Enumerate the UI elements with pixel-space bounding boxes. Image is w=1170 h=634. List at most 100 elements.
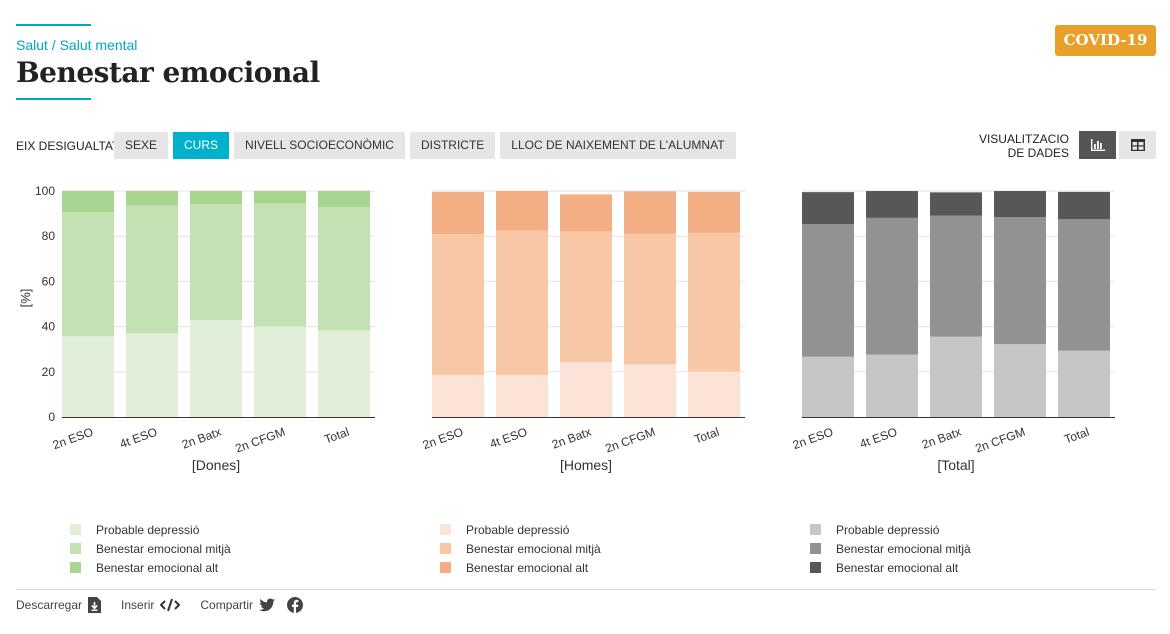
legend-swatch <box>70 524 81 535</box>
bar-segment <box>190 320 242 417</box>
legend-label: Benestar emocional mitjà <box>836 541 971 556</box>
covid-badge[interactable]: COVID-19 <box>1055 25 1156 56</box>
bar-segment <box>318 207 370 331</box>
bar-segment <box>1058 219 1110 351</box>
x-tick-label: Total <box>322 425 351 447</box>
bar-segment <box>866 354 918 417</box>
x-tick-label: 2n ESO <box>51 425 95 453</box>
bar-segment <box>190 191 242 205</box>
legend-item[interactable]: Benestar emocional mitjà <box>810 539 971 558</box>
filter-label: EIX DESIGUALTAT <box>16 139 120 153</box>
filter-sexe-button[interactable]: SEXE <box>114 132 169 159</box>
bar-segment <box>318 191 370 208</box>
y-tick-label: 0 <box>48 410 55 424</box>
bar-segment <box>994 191 1046 218</box>
bar-segment <box>432 191 484 235</box>
download-button[interactable]: Descarregar <box>16 597 102 613</box>
y-tick-label: 100 <box>35 184 55 198</box>
embed-label: Inserir <box>121 598 155 612</box>
legend-label: Benestar emocional mitjà <box>96 541 231 556</box>
legend-swatch <box>810 543 821 554</box>
legend-item[interactable]: Benestar emocional alt <box>70 558 231 577</box>
legend-item[interactable]: Probable depressió <box>440 520 601 539</box>
header-accent-line <box>16 24 91 26</box>
y-tick-label: 40 <box>42 320 56 334</box>
filter-lloc-naixement-button[interactable]: LLOC DE NAIXEMENT DE L'ALUMNAT <box>500 132 736 159</box>
legend-swatch <box>810 562 821 573</box>
x-axis-label: [Total] <box>937 457 974 473</box>
x-axis-label: [Dones] <box>192 457 240 473</box>
title-underline <box>16 98 91 100</box>
chart-panel-2: 2n ESO 4t ESO 2n Batx 2n CFGM Total [Total] <box>791 190 1115 473</box>
bar-segment <box>432 234 484 375</box>
table-icon <box>1130 139 1145 151</box>
bar-segment <box>930 336 982 417</box>
bar-segment <box>688 371 740 417</box>
footer-actions: Descarregar Inserir Compartir <box>16 597 323 613</box>
x-tick-label: 2n Batx <box>550 425 593 452</box>
breadcrumb[interactable]: Salut / Salut mental <box>16 37 138 53</box>
bar-segment <box>318 330 370 417</box>
x-tick-label: 4t ESO <box>858 425 899 451</box>
legend-swatch <box>440 562 451 573</box>
x-tick-label: 2n CFGM <box>603 425 657 456</box>
bar-chart-icon <box>1090 139 1105 151</box>
legend-label: Probable depressió <box>466 522 570 537</box>
bar-segment <box>930 192 982 216</box>
bar-segment <box>126 191 178 206</box>
legend-item[interactable]: Benestar emocional alt <box>440 558 601 577</box>
bar-segment <box>1058 350 1110 417</box>
bar-segment <box>560 231 612 363</box>
legend-label: Benestar emocional alt <box>96 560 219 575</box>
bar-segment <box>126 205 178 334</box>
bar-segment <box>62 212 114 337</box>
bar-segment <box>254 191 306 204</box>
twitter-icon[interactable] <box>259 598 276 612</box>
bar-segment <box>624 233 676 365</box>
x-tick-label: Total <box>692 425 721 447</box>
bar-segment <box>496 374 548 417</box>
legend-item[interactable]: Benestar emocional alt <box>810 558 971 577</box>
x-tick-label: 4t ESO <box>488 425 529 451</box>
bar-segment <box>496 191 548 231</box>
filter-curs-button[interactable]: CURS <box>173 132 230 159</box>
x-tick-label: 2n ESO <box>791 425 835 453</box>
filter-button-group: SEXE CURS NIVELL SOCIOECONÒMIC DISTRICTE… <box>114 132 736 159</box>
bar-segment <box>688 191 740 233</box>
bar-segment <box>190 204 242 321</box>
visualization-label-line1: VISUALITZACIO <box>978 132 1069 146</box>
bar-segment <box>994 344 1046 417</box>
y-tick-label: 20 <box>42 365 56 379</box>
bar-segment <box>560 362 612 417</box>
legend-item[interactable]: Benestar emocional mitjà <box>70 539 231 558</box>
share-label: Compartir <box>200 598 254 612</box>
bar-segment <box>866 217 918 355</box>
x-tick-label: 2n CFGM <box>973 425 1027 456</box>
x-tick-label: 2n Batx <box>920 425 963 452</box>
x-axis-label: [Homes] <box>560 457 612 473</box>
legend-item[interactable]: Probable depressió <box>810 520 971 539</box>
bar-segment <box>624 191 676 234</box>
embed-button[interactable]: Inserir <box>121 598 181 612</box>
bar-segment <box>432 374 484 417</box>
legend-item[interactable]: Benestar emocional mitjà <box>440 539 601 558</box>
visualization-label-line2: DE DADES <box>1007 146 1069 160</box>
legend-label: Probable depressió <box>96 522 200 537</box>
filter-nivell-socioeconomic-button[interactable]: NIVELL SOCIOECONÒMIC <box>234 132 405 159</box>
legend-label: Benestar emocional alt <box>836 560 959 575</box>
share-group: Compartir <box>200 597 304 613</box>
bar-segment <box>254 326 306 417</box>
x-tick-label: 2n CFGM <box>233 425 287 456</box>
chart-view-button[interactable] <box>1079 131 1116 159</box>
legend-swatch <box>810 524 821 535</box>
chart-panel-1: 2n ESO 4t ESO 2n Batx 2n CFGM Total [Homes] <box>421 190 745 473</box>
table-view-button[interactable] <box>1119 131 1156 159</box>
legend-item[interactable]: Probable depressió <box>70 520 231 539</box>
y-axis-label: [%] <box>18 289 33 308</box>
facebook-icon[interactable] <box>287 597 304 613</box>
legend-1: Probable depressió Benestar emocional mit… <box>440 520 601 577</box>
bar-segment <box>866 191 918 218</box>
bar-segment <box>62 336 114 417</box>
filter-districte-button[interactable]: DISTRICTE <box>409 132 496 159</box>
bar-segment <box>62 191 114 213</box>
